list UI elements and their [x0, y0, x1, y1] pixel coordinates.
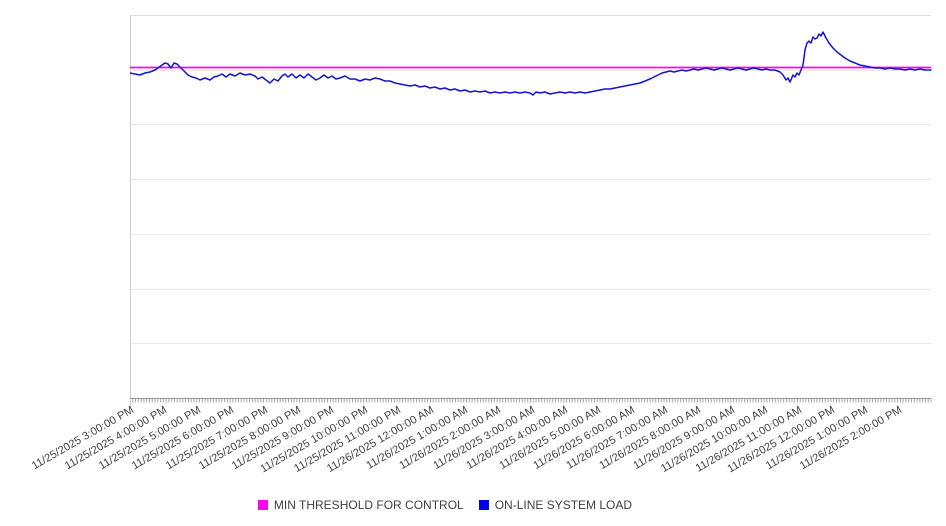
- x-axis-ticks: [130, 399, 932, 406]
- plot-area: [130, 15, 932, 406]
- legend-label-min-threshold: MIN THRESHOLD FOR CONTROL: [273, 498, 464, 512]
- legend: MIN THRESHOLD FOR CONTROL ON-LINE SYSTEM…: [0, 498, 918, 512]
- legend-item-min-threshold[interactable]: MIN THRESHOLD FOR CONTROL: [257, 498, 464, 512]
- legend-marker-system-load-icon: [478, 500, 489, 510]
- legend-marker-min-threshold-icon: [257, 500, 268, 510]
- system-load-line: [130, 31, 932, 96]
- legend-label-system-load: ON-LINE SYSTEM LOAD: [494, 498, 633, 512]
- legend-item-system-load[interactable]: ON-LINE SYSTEM LOAD: [478, 498, 633, 512]
